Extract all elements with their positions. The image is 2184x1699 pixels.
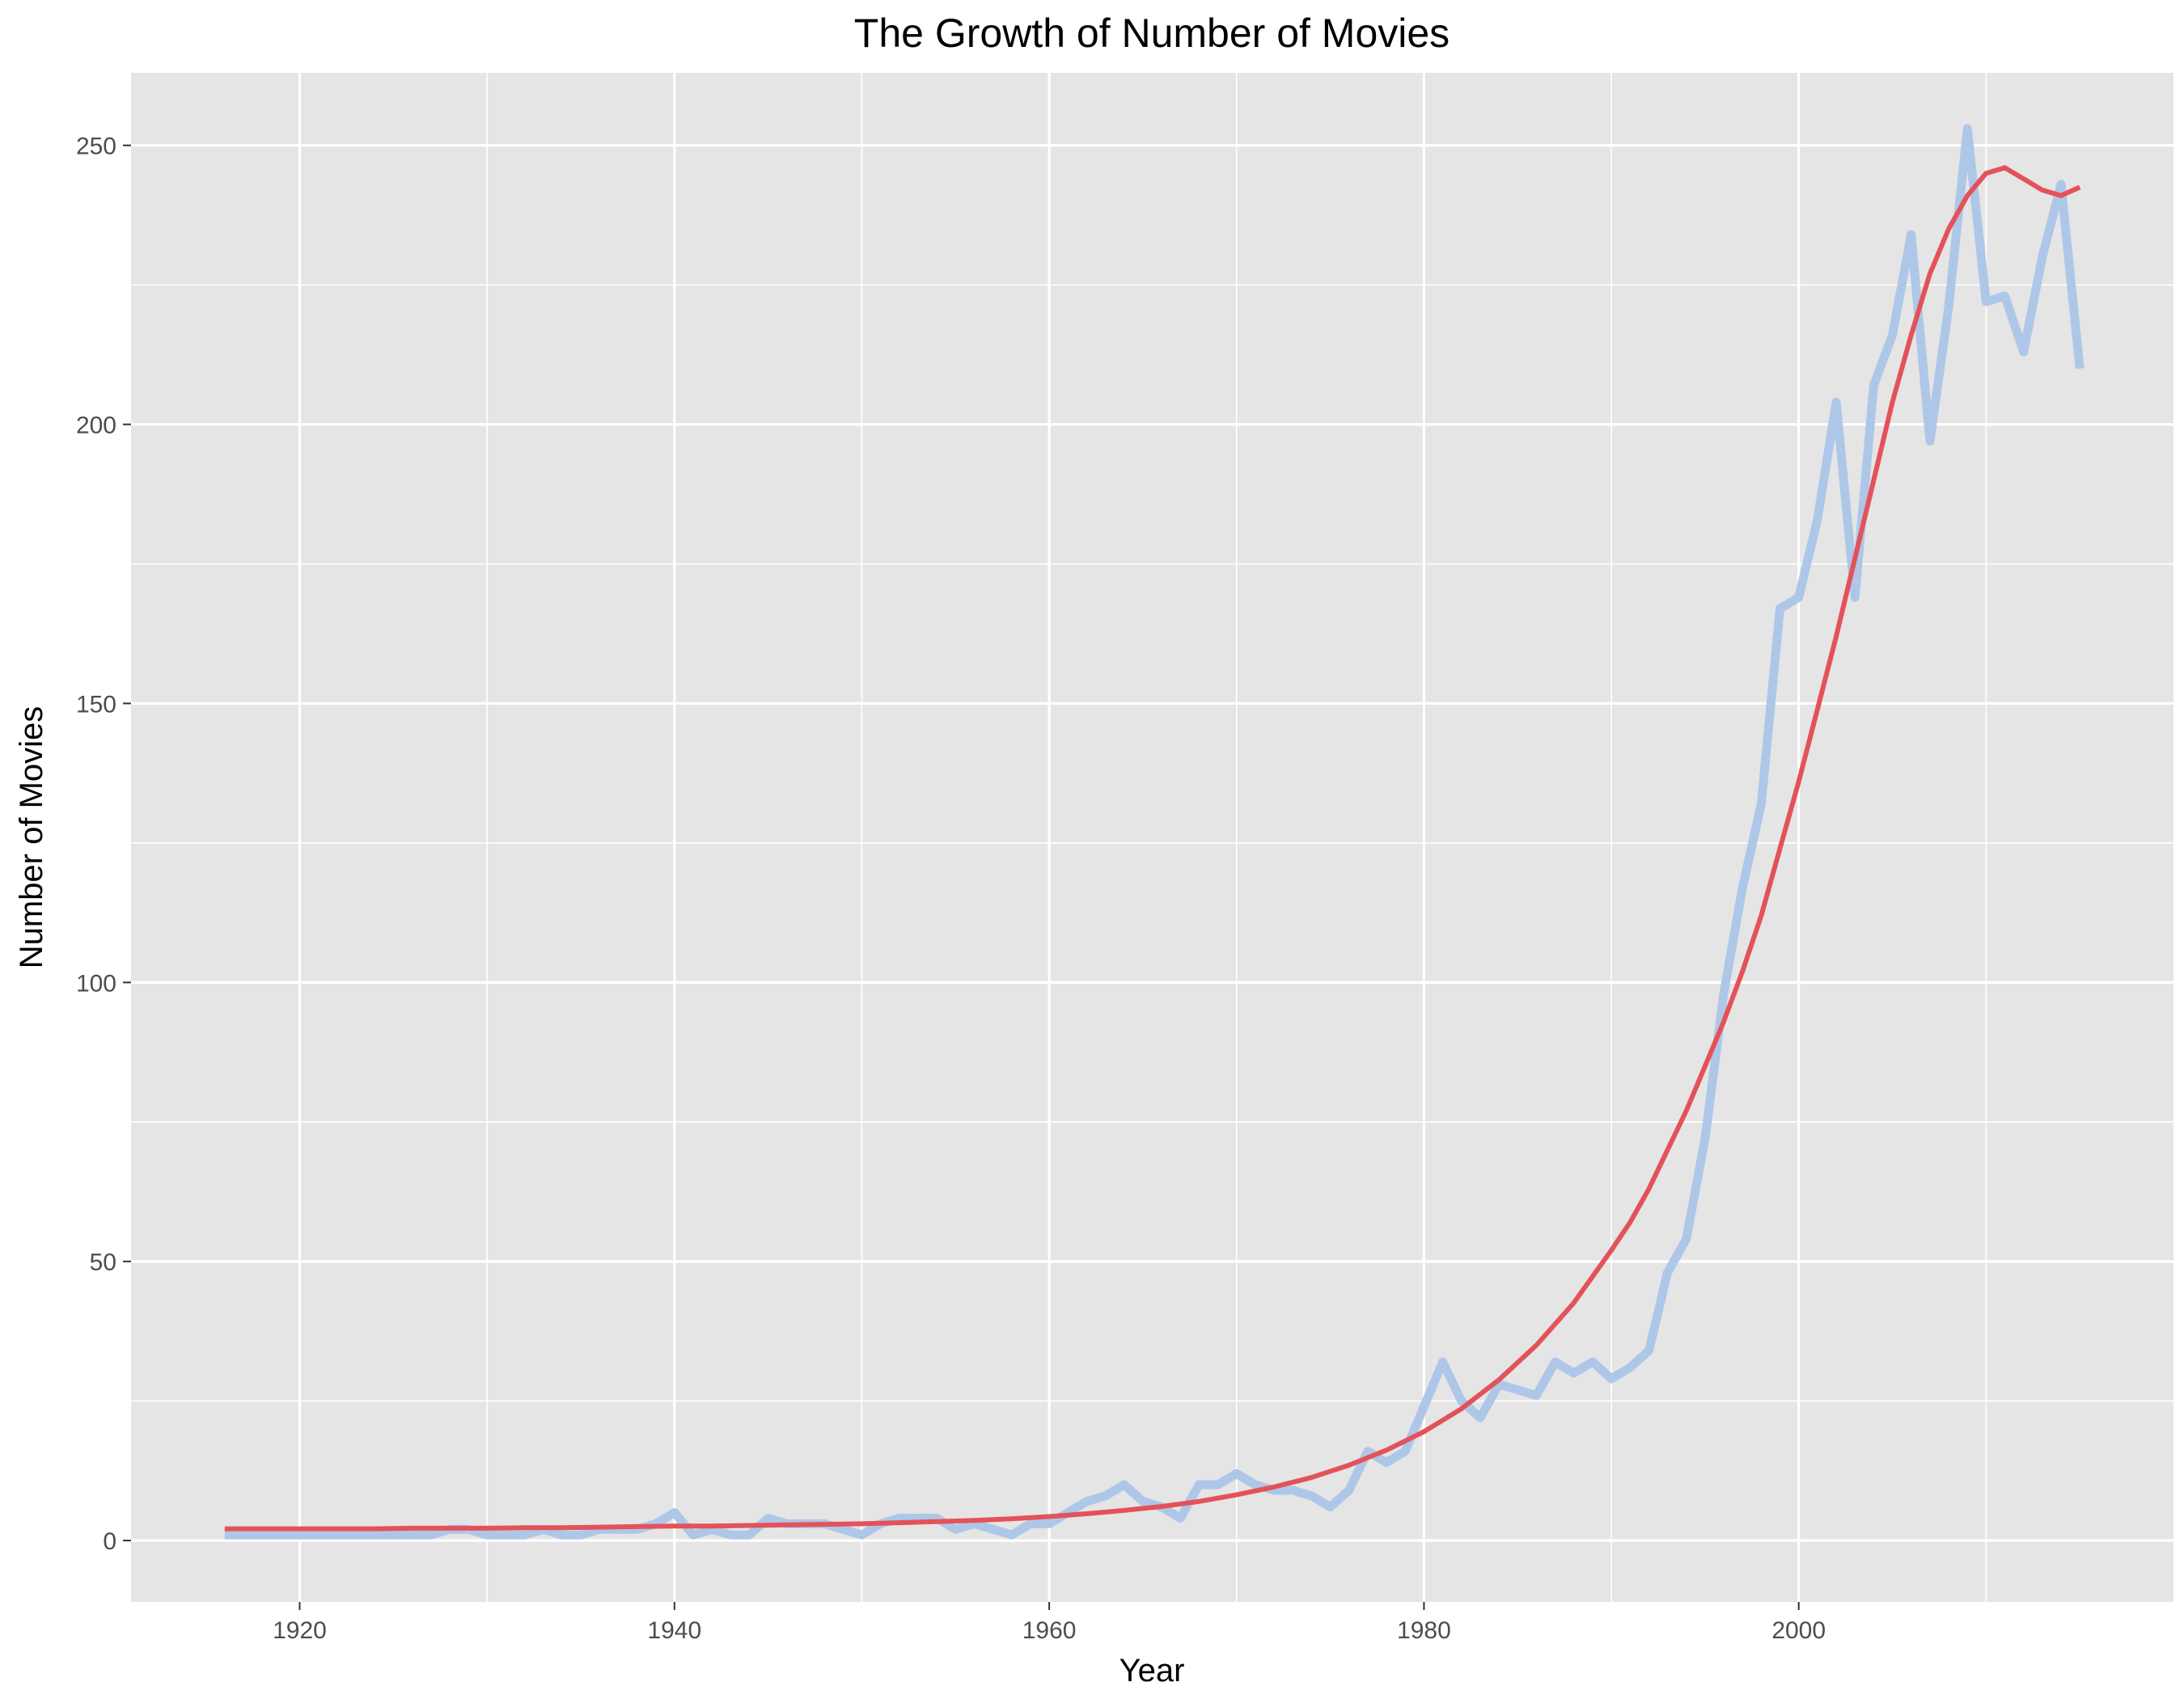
y-axis-ticks: 0 50 100 150 200 250	[76, 133, 131, 1555]
x-tick-label: 1920	[273, 1617, 327, 1644]
x-axis-title: Year	[1120, 1653, 1185, 1688]
x-axis-ticks: 1920 1940 1960 1980 2000	[273, 1602, 1826, 1644]
y-tick-label: 250	[76, 133, 116, 160]
x-tick-label: 1960	[1022, 1617, 1077, 1644]
y-tick-label: 100	[76, 970, 116, 997]
y-tick-label: 50	[90, 1249, 116, 1276]
y-axis-title: Number of Movies	[14, 706, 49, 969]
plot-panel	[131, 73, 2173, 1602]
series-layer	[224, 124, 2085, 1540]
series-line-smooth	[224, 165, 2081, 1532]
y-tick-label: 150	[76, 691, 116, 718]
series-line-raw	[224, 124, 2085, 1540]
x-tick-label: 2000	[1771, 1617, 1826, 1644]
major-gridlines	[131, 73, 2173, 1602]
y-tick-label: 0	[103, 1528, 116, 1555]
x-tick-label: 1980	[1397, 1617, 1451, 1644]
minor-gridlines	[131, 73, 2173, 1602]
y-tick-label: 200	[76, 413, 116, 439]
x-tick-label: 1940	[647, 1617, 701, 1644]
chart-title: The Growth of Number of Movies	[854, 11, 1450, 56]
